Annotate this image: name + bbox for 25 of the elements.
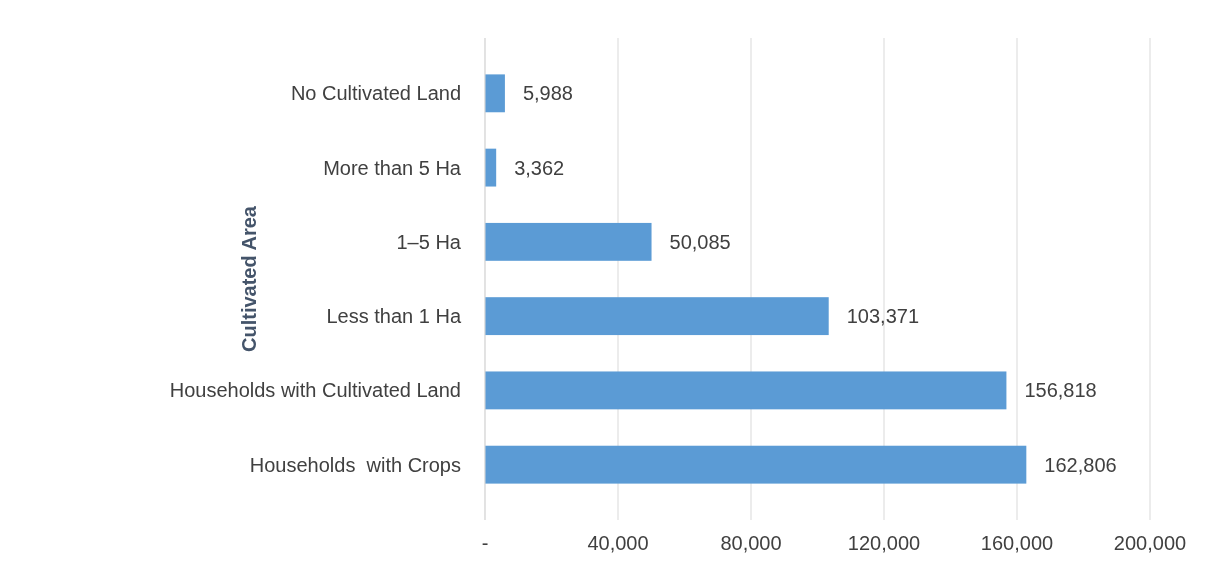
bar — [485, 222, 652, 261]
data-label: 3,362 — [514, 156, 565, 179]
y-tick-label: No Cultivated Land — [290, 82, 461, 105]
y-tick-label: 1–5 Ha — [396, 230, 462, 253]
y-axis-title: Cultivated Area — [238, 205, 260, 352]
data-label: 162,806 — [1044, 453, 1117, 476]
x-tick-label: 200,000 — [1113, 532, 1187, 554]
bar — [485, 74, 505, 113]
data-label: 156,818 — [1024, 379, 1097, 402]
y-tick-label: Households with Cultivated Land — [169, 379, 461, 402]
x-tick-label: - — [481, 532, 489, 554]
y-tick-label: More than 5 Ha — [323, 156, 462, 179]
y-tick-label: Less than 1 Ha — [326, 305, 462, 328]
x-tick-label: 120,000 — [847, 532, 921, 554]
bar — [485, 297, 829, 336]
x-tick-label: 160,000 — [980, 532, 1054, 554]
data-label: 50,085 — [669, 230, 731, 253]
x-tick-label: 40,000 — [587, 532, 649, 554]
data-label: 5,988 — [522, 82, 573, 105]
bar — [485, 148, 497, 187]
bar — [485, 371, 1007, 410]
y-tick-label: Households with Crops — [249, 453, 461, 476]
x-tick-label: 80,000 — [720, 532, 782, 554]
data-label: 103,371 — [846, 305, 920, 328]
bar — [485, 445, 1027, 484]
